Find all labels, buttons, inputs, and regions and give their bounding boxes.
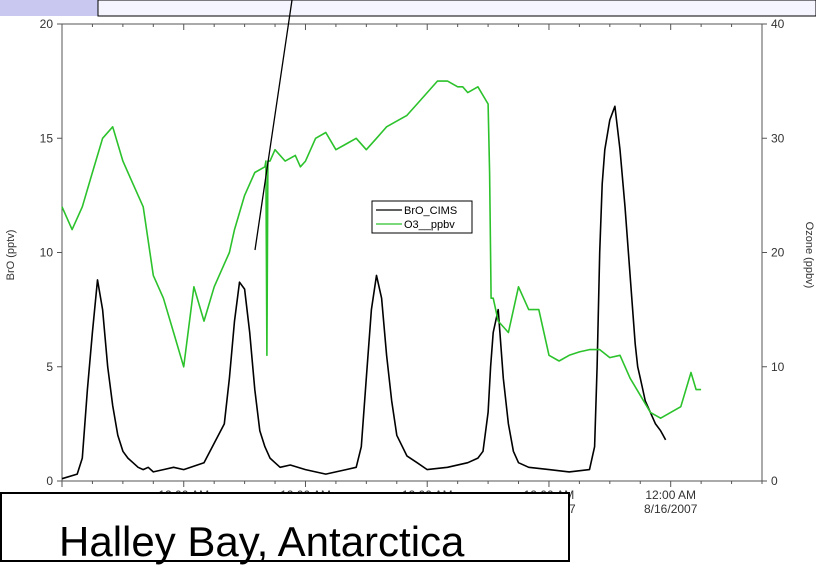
annotation-pointer-line (254, 0, 293, 251)
legend-label-bro: BrO_CIMS (404, 205, 457, 217)
right-axis-tick-label: 10 (771, 360, 785, 374)
plot-area-border (61, 23, 763, 482)
top-callout-box (97, 0, 816, 17)
right-axis-tick-label: 40 (771, 17, 785, 31)
right-axis-tick-label: 0 (771, 474, 778, 488)
series-line-bro-cims (61, 105, 667, 480)
left-axis-tick-label: 10 (40, 246, 54, 260)
left-axis-tick-label: 5 (46, 360, 53, 374)
location-label: Halley Bay, Antarctica (59, 518, 465, 565)
legend-box (371, 200, 473, 234)
x-axis-tick-date-label: 8/16/2007 (644, 502, 698, 516)
series-layer (61, 80, 702, 480)
left-axis-tick-label: 0 (46, 474, 53, 488)
right-axis-tick-label: 30 (771, 131, 785, 145)
legend: BrO_CIMS O3__ppbv (371, 200, 473, 234)
right-axis-tick-label: 20 (771, 246, 785, 260)
left-axis-title: BrO (pptv) (5, 230, 17, 281)
plot-frame (61, 23, 763, 482)
x-axis-tick-label: 12:00 AM (645, 488, 696, 502)
left-axis-tick-label: 15 (40, 131, 54, 145)
right-axis-title: Ozone (ppbv) (803, 222, 815, 289)
series-line-o3-ppbv (61, 80, 702, 420)
left-axis-tick-label: 20 (40, 17, 54, 31)
location-label-box: Halley Bay, Antarctica (0, 492, 570, 565)
legend-label-ozone: O3__ppbv (404, 219, 455, 231)
